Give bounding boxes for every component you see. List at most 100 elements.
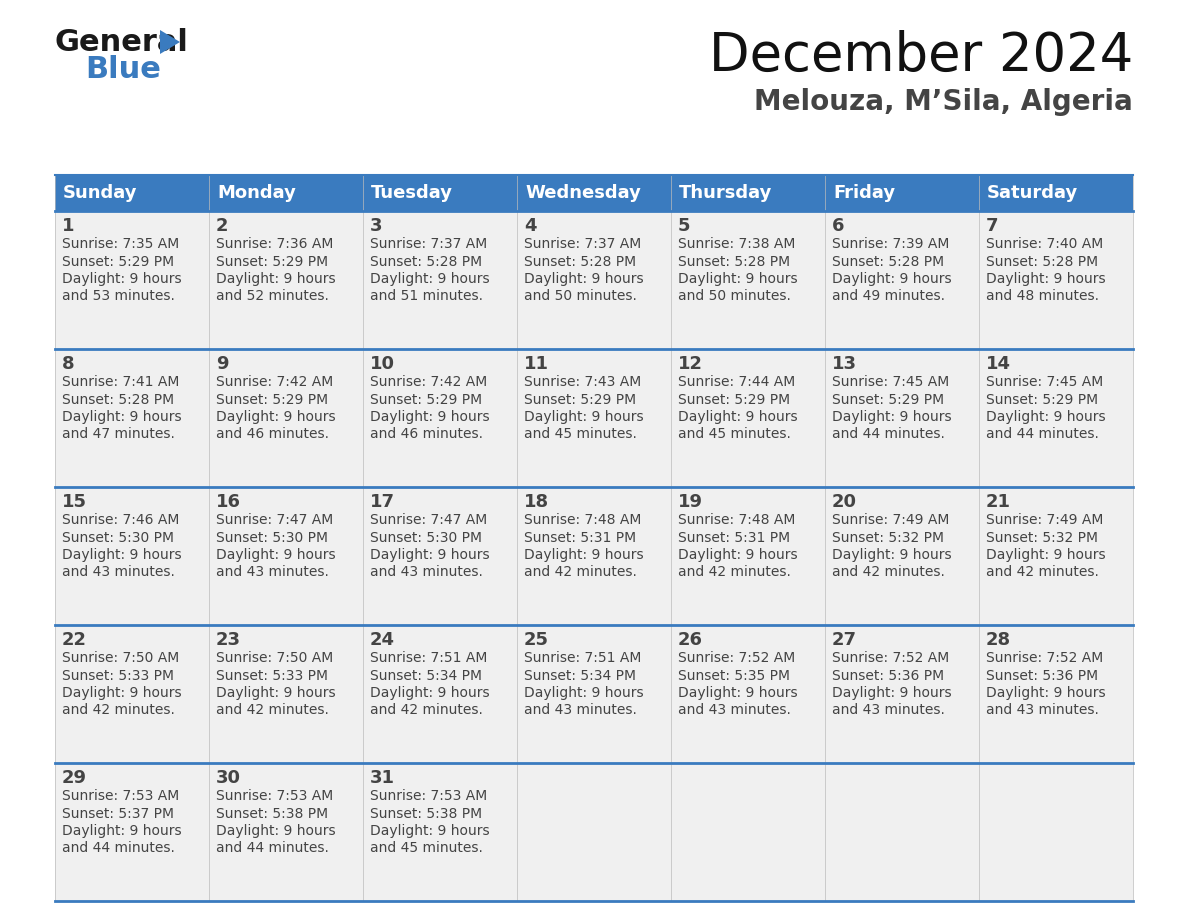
Text: 24: 24: [369, 631, 394, 649]
Bar: [209, 211, 364, 349]
Text: Thursday: Thursday: [680, 184, 772, 202]
Text: Sunset: 5:33 PM: Sunset: 5:33 PM: [216, 668, 328, 682]
Text: Monday: Monday: [217, 184, 296, 202]
Text: Daylight: 9 hours: Daylight: 9 hours: [369, 824, 489, 838]
Polygon shape: [160, 30, 181, 54]
Text: and 43 minutes.: and 43 minutes.: [524, 703, 637, 718]
Text: Sunrise: 7:37 AM: Sunrise: 7:37 AM: [524, 237, 642, 251]
Bar: [517, 487, 671, 625]
Text: Sunrise: 7:40 AM: Sunrise: 7:40 AM: [986, 237, 1104, 251]
Text: Daylight: 9 hours: Daylight: 9 hours: [986, 272, 1106, 286]
Text: Daylight: 9 hours: Daylight: 9 hours: [369, 686, 489, 700]
Text: Sunset: 5:29 PM: Sunset: 5:29 PM: [524, 393, 636, 407]
Text: Daylight: 9 hours: Daylight: 9 hours: [986, 686, 1106, 700]
Text: 6: 6: [832, 217, 845, 235]
Text: and 42 minutes.: and 42 minutes.: [216, 703, 329, 718]
Text: Sunrise: 7:39 AM: Sunrise: 7:39 AM: [832, 237, 949, 251]
Text: 1: 1: [62, 217, 75, 235]
Text: and 46 minutes.: and 46 minutes.: [216, 428, 329, 442]
Text: Sunset: 5:29 PM: Sunset: 5:29 PM: [369, 393, 482, 407]
Text: Wednesday: Wednesday: [525, 184, 640, 202]
Text: and 53 minutes.: and 53 minutes.: [62, 289, 175, 304]
Text: Sunrise: 7:49 AM: Sunrise: 7:49 AM: [832, 513, 949, 527]
Text: Daylight: 9 hours: Daylight: 9 hours: [62, 548, 182, 562]
Text: Daylight: 9 hours: Daylight: 9 hours: [369, 548, 489, 562]
Text: Sunset: 5:29 PM: Sunset: 5:29 PM: [986, 393, 1098, 407]
Text: Sunrise: 7:48 AM: Sunrise: 7:48 AM: [678, 513, 796, 527]
Bar: [55, 175, 209, 211]
Bar: [671, 349, 824, 487]
Text: Daylight: 9 hours: Daylight: 9 hours: [524, 272, 644, 286]
Text: Sunset: 5:29 PM: Sunset: 5:29 PM: [678, 393, 790, 407]
Text: 27: 27: [832, 631, 857, 649]
Text: Sunrise: 7:47 AM: Sunrise: 7:47 AM: [369, 513, 487, 527]
Text: Daylight: 9 hours: Daylight: 9 hours: [678, 686, 797, 700]
Text: and 43 minutes.: and 43 minutes.: [986, 703, 1099, 718]
Bar: [979, 763, 1133, 901]
Text: Melouza, M’Sila, Algeria: Melouza, M’Sila, Algeria: [754, 88, 1133, 116]
Text: and 42 minutes.: and 42 minutes.: [678, 565, 791, 579]
Bar: [671, 211, 824, 349]
Bar: [824, 349, 979, 487]
Text: Sunrise: 7:43 AM: Sunrise: 7:43 AM: [524, 375, 642, 389]
Bar: [55, 625, 209, 763]
Text: Sunset: 5:38 PM: Sunset: 5:38 PM: [216, 807, 328, 821]
Text: 7: 7: [986, 217, 998, 235]
Bar: [364, 625, 517, 763]
Text: Sunset: 5:28 PM: Sunset: 5:28 PM: [524, 254, 636, 268]
Text: and 44 minutes.: and 44 minutes.: [832, 428, 944, 442]
Text: Sunset: 5:33 PM: Sunset: 5:33 PM: [62, 668, 173, 682]
Bar: [979, 487, 1133, 625]
Text: Sunset: 5:36 PM: Sunset: 5:36 PM: [986, 668, 1098, 682]
Text: Sunset: 5:28 PM: Sunset: 5:28 PM: [832, 254, 944, 268]
Bar: [824, 211, 979, 349]
Text: Sunrise: 7:52 AM: Sunrise: 7:52 AM: [986, 651, 1104, 665]
Text: Sunrise: 7:36 AM: Sunrise: 7:36 AM: [216, 237, 334, 251]
Text: 30: 30: [216, 769, 241, 787]
Text: and 51 minutes.: and 51 minutes.: [369, 289, 484, 304]
Text: Sunrise: 7:46 AM: Sunrise: 7:46 AM: [62, 513, 179, 527]
Text: and 45 minutes.: and 45 minutes.: [369, 842, 482, 856]
Bar: [364, 211, 517, 349]
Text: Sunset: 5:38 PM: Sunset: 5:38 PM: [369, 807, 482, 821]
Text: December 2024: December 2024: [709, 30, 1133, 82]
Text: Daylight: 9 hours: Daylight: 9 hours: [832, 548, 952, 562]
Bar: [364, 487, 517, 625]
Text: Daylight: 9 hours: Daylight: 9 hours: [832, 410, 952, 424]
Text: and 43 minutes.: and 43 minutes.: [369, 565, 482, 579]
Bar: [209, 763, 364, 901]
Bar: [979, 349, 1133, 487]
Text: Blue: Blue: [86, 55, 160, 84]
Text: General: General: [55, 28, 189, 57]
Text: Sunrise: 7:45 AM: Sunrise: 7:45 AM: [986, 375, 1104, 389]
Text: 17: 17: [369, 493, 394, 511]
Text: 13: 13: [832, 355, 857, 373]
Text: 18: 18: [524, 493, 549, 511]
Text: 28: 28: [986, 631, 1011, 649]
Bar: [209, 487, 364, 625]
Bar: [517, 625, 671, 763]
Bar: [979, 211, 1133, 349]
Text: 11: 11: [524, 355, 549, 373]
Text: Sunset: 5:28 PM: Sunset: 5:28 PM: [678, 254, 790, 268]
Text: and 45 minutes.: and 45 minutes.: [524, 428, 637, 442]
Text: 20: 20: [832, 493, 857, 511]
Bar: [517, 211, 671, 349]
Text: Daylight: 9 hours: Daylight: 9 hours: [524, 686, 644, 700]
Bar: [824, 625, 979, 763]
Text: Sunrise: 7:52 AM: Sunrise: 7:52 AM: [678, 651, 795, 665]
Text: Sunset: 5:30 PM: Sunset: 5:30 PM: [369, 531, 482, 544]
Text: Friday: Friday: [833, 184, 895, 202]
Bar: [364, 349, 517, 487]
Text: 21: 21: [986, 493, 1011, 511]
Text: Sunset: 5:34 PM: Sunset: 5:34 PM: [369, 668, 482, 682]
Text: Sunday: Sunday: [63, 184, 138, 202]
Text: Daylight: 9 hours: Daylight: 9 hours: [986, 410, 1106, 424]
Bar: [517, 763, 671, 901]
Bar: [55, 349, 209, 487]
Text: 29: 29: [62, 769, 87, 787]
Text: Sunrise: 7:51 AM: Sunrise: 7:51 AM: [369, 651, 487, 665]
Text: Sunset: 5:31 PM: Sunset: 5:31 PM: [524, 531, 636, 544]
Text: Sunset: 5:28 PM: Sunset: 5:28 PM: [62, 393, 175, 407]
Text: Sunset: 5:29 PM: Sunset: 5:29 PM: [832, 393, 944, 407]
